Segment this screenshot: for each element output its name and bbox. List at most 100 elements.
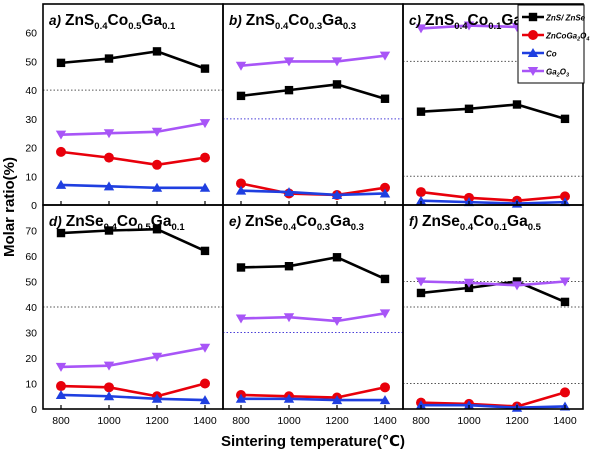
data-point (152, 225, 162, 234)
data-point (55, 130, 67, 140)
title-element: ZnS (425, 12, 454, 29)
data-point (284, 262, 294, 271)
x-tick-label: 1000 (97, 415, 121, 427)
title-subscript: 0.3 (351, 222, 364, 233)
data-point (463, 400, 475, 410)
data-point (151, 182, 163, 192)
series-line (240, 83, 386, 101)
legend-label: Co (546, 50, 557, 59)
data-point (331, 189, 343, 199)
x-tick-label: 1400 (193, 415, 217, 427)
title-element: Co (468, 12, 489, 29)
y-tick-label: 30 (25, 114, 37, 126)
data-point (103, 181, 115, 191)
data-point (560, 297, 570, 307)
series-line (60, 393, 206, 402)
data-point (200, 378, 210, 389)
y-tick-label: 40 (25, 85, 37, 97)
title-subscript: 0.3 (317, 222, 330, 233)
title-subscript: 0.4 (454, 21, 468, 32)
y-tick-label: 70 (25, 226, 37, 238)
data-point (283, 57, 295, 67)
data-point (200, 246, 210, 256)
y-tick-label: 30 (25, 328, 37, 340)
y-tick-label: 50 (25, 277, 37, 289)
series-line (421, 403, 566, 410)
data-point (104, 54, 114, 63)
data-point (331, 317, 343, 327)
title-subscript: 0.5 (128, 21, 142, 32)
series-line (240, 54, 386, 68)
data-point (55, 362, 67, 372)
series-line (240, 386, 386, 399)
data-point (463, 278, 475, 288)
data-point (416, 288, 426, 298)
x-tick-label: 800 (52, 415, 70, 427)
y-tick-label: 10 (25, 379, 37, 391)
legend-subscript: O (560, 68, 567, 77)
legend-marker (528, 12, 538, 22)
data-point (379, 395, 391, 405)
y-tick-label: 0 (31, 404, 37, 416)
panel-letter: e) (229, 214, 242, 229)
panel-e: e) ZnSe0.4Co0.3Ga0.3 (222, 204, 404, 410)
data-point (104, 226, 114, 235)
data-point (151, 352, 163, 362)
series-line (241, 397, 385, 402)
data-point (380, 182, 390, 193)
data-point (236, 91, 246, 101)
legend-label: ZnCoGa2O4 (545, 32, 589, 43)
legend-subscript: 2 (556, 73, 560, 79)
data-point (152, 159, 162, 170)
data-point (416, 187, 426, 198)
series-line (240, 189, 386, 197)
panel-letter: b) (229, 13, 242, 28)
y-axis-title: Molar ratio(%) (1, 157, 18, 257)
title-element: Ga (501, 12, 522, 29)
series-line (240, 255, 386, 281)
panel-frame (42, 3, 224, 206)
title-element: ZnS (65, 12, 94, 29)
legend-marker (527, 67, 539, 76)
panel-letter: c) (409, 13, 422, 28)
x-tick-label: 1400 (553, 415, 577, 427)
legend-marker (527, 48, 539, 57)
data-point (283, 187, 295, 197)
title-element: Ga (151, 213, 172, 230)
data-point (511, 281, 523, 291)
y-tick-label: 10 (25, 171, 37, 183)
title-subscript: 0.1 (494, 222, 508, 233)
x-tick-label: 1400 (373, 415, 397, 427)
data-point (416, 107, 426, 116)
data-point (103, 361, 115, 371)
panel-b: b) ZnS0.4Co0.3Ga0.3 (222, 3, 404, 206)
legend-subscript: 3 (566, 73, 569, 79)
data-point (379, 51, 391, 61)
series-line (60, 50, 206, 70)
series-line (60, 227, 206, 253)
data-point (152, 47, 162, 56)
title-subscript: 0.5 (528, 222, 542, 233)
title-element: ZnSe (422, 213, 460, 230)
y-tick-label: 20 (25, 353, 37, 365)
data-point (560, 191, 570, 202)
title-subscript: 0.3 (343, 21, 356, 32)
data-point (56, 381, 66, 392)
data-point (380, 382, 390, 393)
title-element: Ga (322, 12, 343, 29)
panel-c: c)ZnS0.4Co0.1Ga0.5 (402, 3, 584, 208)
data-point (235, 185, 247, 195)
y-tick-label: 20 (25, 143, 37, 155)
panel-title: b) ZnS0.4Co0.3Ga0.3 (229, 12, 356, 32)
x-tick-label: 1000 (277, 415, 301, 427)
panel-letter: d) (49, 214, 62, 229)
data-point (463, 21, 475, 31)
data-point (380, 94, 390, 103)
legend-label: Ga2O3 (546, 68, 569, 79)
title-subscript: 0.1 (171, 222, 185, 233)
data-point (283, 313, 295, 323)
data-point (200, 64, 210, 73)
x-tick-label: 800 (232, 415, 250, 427)
data-point (380, 274, 390, 284)
